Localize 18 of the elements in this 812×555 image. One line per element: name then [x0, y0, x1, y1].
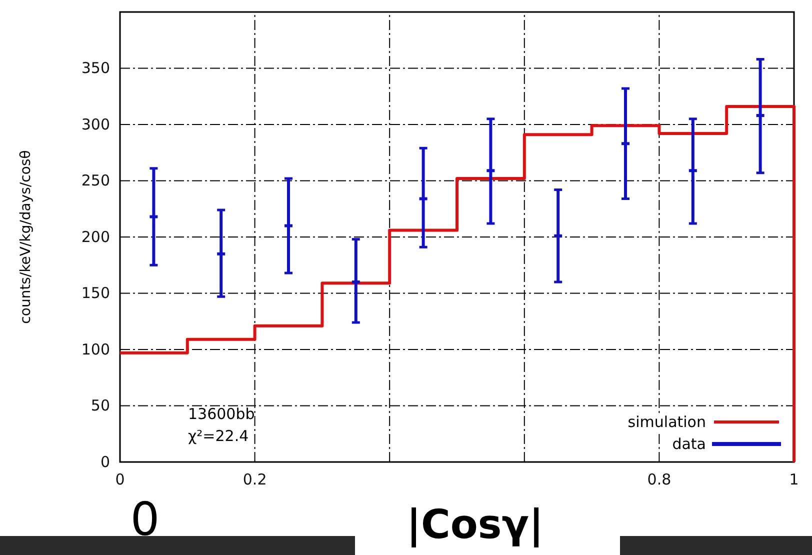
y-tick-label: 250 [81, 172, 110, 190]
x-tick-label: 0 [115, 470, 125, 489]
x-tick-label: 1 [789, 470, 799, 489]
y-tick-label: 50 [90, 396, 110, 415]
x-tick-label: 0.2 [242, 470, 267, 489]
y-axis-title: counts/keV/kg/days/cosθ [18, 150, 34, 324]
x-tick-label: 0.8 [647, 470, 672, 489]
y-tick-label: 200 [81, 228, 110, 246]
y-tick-label: 150 [81, 284, 110, 302]
legend-label: data [672, 435, 706, 453]
annotation: 13600bb [188, 405, 255, 423]
annotation: χ²=22.4 [188, 427, 249, 445]
x-axis-title: |Cosγ| [406, 502, 544, 548]
y-tick-label: 300 [81, 115, 110, 134]
legend-label: simulation [628, 413, 706, 431]
y-tick-label: 0 [100, 452, 110, 471]
y-tick-label: 100 [81, 340, 110, 358]
y-tick-label: 350 [81, 59, 110, 78]
